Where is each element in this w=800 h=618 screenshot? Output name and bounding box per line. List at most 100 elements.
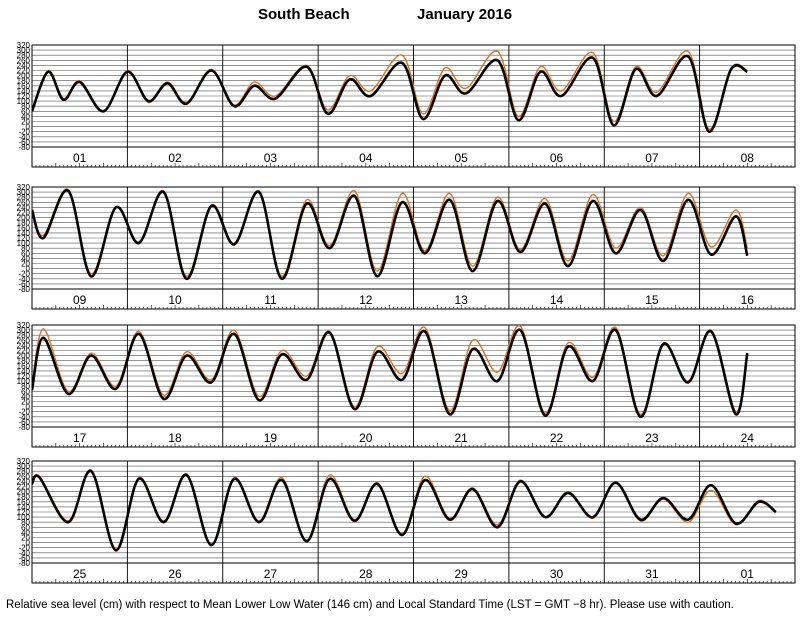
y-tick-label: 280 [17, 193, 31, 202]
series-observed-line [32, 469, 777, 552]
y-tick-label: 80 [21, 382, 30, 391]
y-tick-label: 20 [21, 118, 30, 127]
y-tick-label: 220 [17, 347, 31, 356]
y-tick-label: -40 [18, 413, 30, 422]
y-tick-label: 260 [17, 472, 31, 481]
y-tick-label: -80 [18, 285, 30, 294]
y-tick-label: 240 [17, 61, 31, 70]
y-tick-label: 180 [17, 219, 31, 228]
y-tick-label: 80 [21, 518, 30, 527]
y-tick-label: 320 [17, 41, 31, 50]
day-label: 27 [264, 567, 278, 581]
series-observed-line [32, 54, 748, 134]
y-tick-label: -20 [18, 408, 30, 417]
y-tick-label: 60 [21, 523, 30, 532]
y-tick-label: 0 [26, 123, 31, 132]
y-tick-label: 180 [17, 493, 31, 502]
day-label: 13 [455, 293, 469, 307]
y-tick-label: 80 [21, 102, 30, 111]
y-tick-label: 60 [21, 107, 30, 116]
y-tick-label: 160 [17, 498, 31, 507]
chart-title-month: January 2016 [417, 6, 513, 23]
panel-frame [31, 186, 796, 310]
y-tick-label: 0 [26, 403, 31, 412]
series-observed-line [32, 189, 749, 281]
y-tick-label: -20 [18, 270, 30, 279]
y-tick-label: 240 [17, 341, 31, 350]
day-label: 04 [359, 151, 373, 165]
y-tick-label: 40 [21, 528, 30, 537]
day-label: 31 [645, 567, 659, 581]
footer-note: Relative sea level (cm) with respect to … [6, 599, 734, 611]
day-label: 01 [73, 151, 87, 165]
y-tick-label: 20 [21, 534, 30, 543]
day-label: 02 [168, 151, 182, 165]
y-tick-label: 280 [17, 331, 31, 340]
day-label: 21 [455, 431, 469, 445]
day-label: 17 [73, 431, 87, 445]
day-label: 05 [455, 151, 469, 165]
y-tick-label: 260 [17, 198, 31, 207]
y-tick-label: -60 [18, 554, 30, 563]
chart-title-location: South Beach [258, 6, 350, 23]
y-tick-label: 200 [17, 488, 31, 497]
y-tick-label: 40 [21, 392, 30, 401]
y-tick-label: 140 [17, 367, 31, 376]
day-label: 14 [550, 293, 564, 307]
y-tick-label: 300 [17, 462, 31, 471]
y-tick-label: -40 [18, 549, 30, 558]
day-label: 12 [359, 293, 373, 307]
y-tick-label: 260 [17, 56, 31, 65]
day-label: 10 [168, 293, 182, 307]
day-label: 28 [359, 567, 373, 581]
y-tick-label: 240 [17, 203, 31, 212]
y-tick-label: 100 [17, 377, 31, 386]
day-label: 09 [73, 293, 87, 307]
panel-frame [31, 44, 796, 168]
y-tick-label: 200 [17, 214, 31, 223]
y-tick-label: 300 [17, 326, 31, 335]
y-tick-label: 320 [17, 321, 31, 330]
day-label: 06 [550, 151, 564, 165]
y-tick-label: 100 [17, 239, 31, 248]
y-tick-label: 140 [17, 229, 31, 238]
series-observed-line [32, 328, 749, 419]
y-tick-label: 200 [17, 72, 31, 81]
panel-frame [31, 460, 796, 584]
day-label: 24 [741, 431, 755, 445]
day-label: 19 [264, 431, 278, 445]
y-tick-label: 300 [17, 46, 31, 55]
y-tick-label: -80 [18, 423, 30, 432]
day-label: 25 [73, 567, 87, 581]
y-tick-label: 20 [21, 398, 30, 407]
y-tick-label: -60 [18, 280, 30, 289]
y-tick-label: 80 [21, 244, 30, 253]
day-label: 26 [168, 567, 182, 581]
y-tick-label: -20 [18, 544, 30, 553]
y-tick-label: 320 [17, 457, 31, 466]
y-tick-label: -80 [18, 559, 30, 568]
y-tick-label: 60 [21, 249, 30, 258]
y-tick-label: -40 [18, 133, 30, 142]
y-tick-label: 40 [21, 112, 30, 121]
y-tick-label: 220 [17, 67, 31, 76]
day-label: 11 [264, 293, 277, 307]
y-tick-label: 140 [17, 503, 31, 512]
y-tick-label: 200 [17, 352, 31, 361]
day-label: 15 [645, 293, 659, 307]
y-tick-label: 180 [17, 357, 31, 366]
y-tick-label: -80 [18, 143, 30, 152]
y-tick-label: 0 [26, 265, 31, 274]
y-tick-label: 160 [17, 224, 31, 233]
day-label: 01 [741, 567, 755, 581]
day-label: 30 [550, 567, 564, 581]
y-tick-label: 300 [17, 188, 31, 197]
day-label: 03 [264, 151, 278, 165]
series-predicted-line [32, 325, 748, 416]
y-tick-label: -60 [18, 418, 30, 427]
y-tick-label: 120 [17, 372, 31, 381]
y-tick-label: 0 [26, 539, 31, 548]
y-tick-label: 20 [21, 260, 30, 269]
y-tick-label: 280 [17, 467, 31, 476]
